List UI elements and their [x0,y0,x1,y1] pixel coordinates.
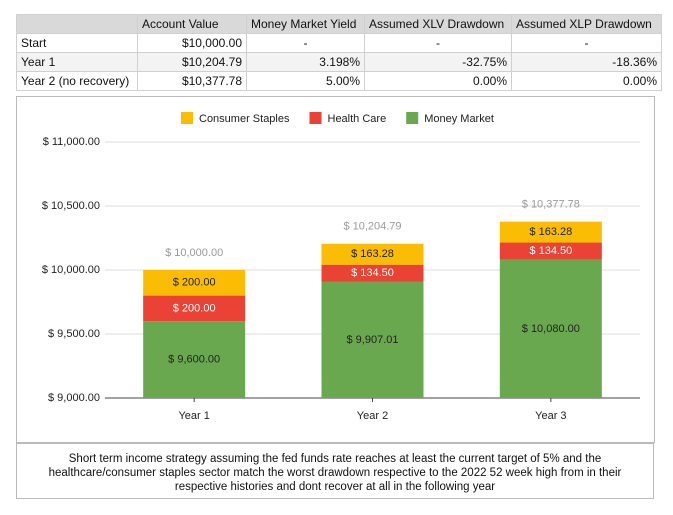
value-label: $ 163.28 [529,226,572,238]
value-label: $ 134.50 [351,267,394,279]
legend-swatch [309,112,322,124]
chart: $ 9,000.00 $ 9,500.00 $ 10,000.00 $ 10,500.… [16,96,655,443]
bar-segment [143,270,246,296]
table-cell: Year 1 [16,52,138,72]
value-label: $ 200.00 [173,277,216,289]
y-tick-label: $ 9,500.00 [48,328,100,340]
y-tick-label: $ 9,000.00 [48,392,100,404]
legend-label: Money Market [424,113,494,125]
value-label: $ 134.50 [529,245,572,257]
caption: Short term income strategy assuming the … [16,443,654,499]
table-cell: -32.75% [364,52,512,72]
table-cell: 0.00% [511,71,662,91]
table-cell: $10,000.00 [137,33,247,53]
y-tick-label: $ 10,500.00 [42,200,100,212]
table-cell: Year 2 (no recovery) [16,71,138,91]
x-tick-label: Year 1 [178,410,209,422]
bar-segment [499,221,602,243]
header-cell: Assumed XLV Drawdown [364,14,512,34]
table-cell: $10,204.79 [137,52,247,72]
header-cell [16,14,138,34]
bar-segment [143,321,246,398]
table-row: Year 1 $10,204.79 3.198% -32.75% -18.36% [16,52,662,72]
table-cell: 5.00% [246,71,365,91]
y-tick-label: $ 10,000.00 [42,264,100,276]
x-tick-label: Year 3 [535,410,566,422]
legend-swatch [406,112,419,124]
y-tick-label: $ 11,000.00 [43,136,100,148]
bar-segment [499,242,602,260]
total-label: $ 10,204.79 [343,221,401,233]
table-header: Account Value Money Market Yield Assumed… [16,14,662,34]
legend-swatch [181,112,193,124]
bar-segment [321,281,424,398]
data-table: Account Value Money Market Yield Assumed… [16,14,662,91]
total-label: $ 10,377.78 [522,199,580,211]
legend-label: Consumer Staples [199,113,290,125]
table-cell: 3.198% [246,52,365,72]
value-label: $ 10,080.00 [522,323,580,335]
total-label: $ 10,000.00 [165,247,223,259]
legend-label: Health Care [328,113,387,125]
header-cell: Account Value [137,14,247,34]
value-label: $ 9,600.00 [168,354,220,366]
bar-segment [321,243,424,265]
bar-segment [499,259,602,398]
table-cell: $10,377.78 [137,71,247,91]
table-row: Year 2 (no recovery) $10,377.78 5.00% 0.00%… [16,71,662,91]
value-label: $ 200.00 [173,302,216,314]
value-label: $ 163.28 [351,248,394,260]
value-label: $ 9,907.01 [347,334,399,346]
x-tick-label: Year 2 [357,410,388,422]
table-cell: 0.00% [364,71,512,91]
bar-segment [321,264,424,282]
bar-segment [143,295,246,322]
